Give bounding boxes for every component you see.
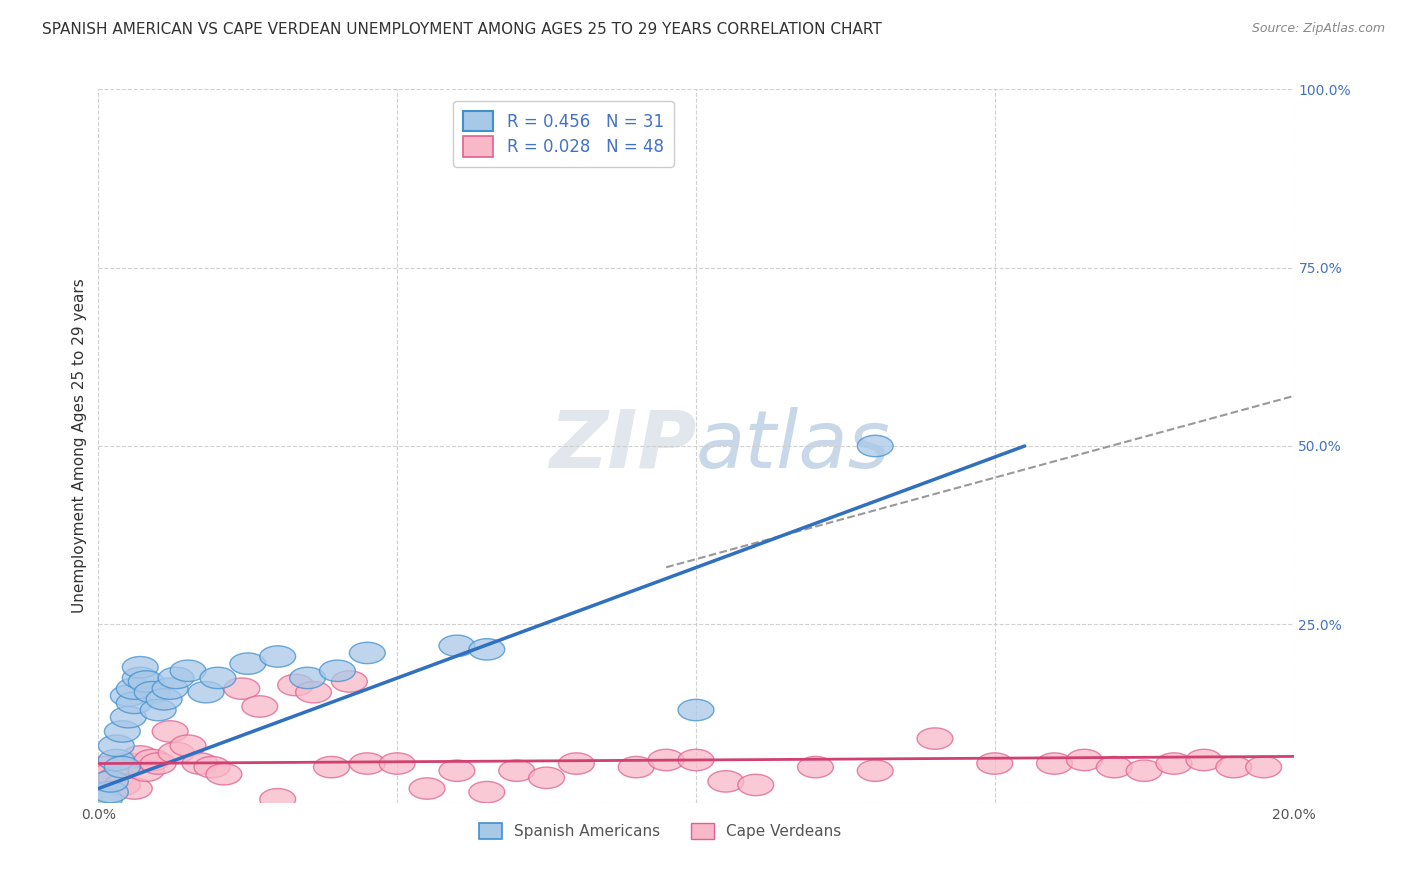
Ellipse shape <box>738 774 773 796</box>
Ellipse shape <box>159 742 194 764</box>
Ellipse shape <box>135 749 170 771</box>
Ellipse shape <box>170 660 207 681</box>
Ellipse shape <box>231 653 266 674</box>
Ellipse shape <box>98 767 135 789</box>
Ellipse shape <box>242 696 278 717</box>
Ellipse shape <box>152 678 188 699</box>
Ellipse shape <box>200 667 236 689</box>
Ellipse shape <box>135 681 170 703</box>
Ellipse shape <box>350 753 385 774</box>
Ellipse shape <box>183 753 218 774</box>
Ellipse shape <box>93 771 128 792</box>
Ellipse shape <box>117 778 152 799</box>
Ellipse shape <box>858 760 893 781</box>
Ellipse shape <box>170 735 207 756</box>
Text: ZIP: ZIP <box>548 407 696 485</box>
Ellipse shape <box>1187 749 1222 771</box>
Legend: Spanish Americans, Cape Verdeans: Spanish Americans, Cape Verdeans <box>472 817 848 845</box>
Ellipse shape <box>104 721 141 742</box>
Ellipse shape <box>1126 760 1163 781</box>
Ellipse shape <box>619 756 654 778</box>
Ellipse shape <box>260 646 295 667</box>
Text: atlas: atlas <box>696 407 891 485</box>
Y-axis label: Unemployment Among Ages 25 to 29 years: Unemployment Among Ages 25 to 29 years <box>72 278 87 614</box>
Ellipse shape <box>858 435 893 457</box>
Ellipse shape <box>709 771 744 792</box>
Ellipse shape <box>1156 753 1192 774</box>
Ellipse shape <box>122 657 159 678</box>
Ellipse shape <box>98 749 135 771</box>
Ellipse shape <box>152 721 188 742</box>
Ellipse shape <box>110 753 146 774</box>
Ellipse shape <box>104 756 141 778</box>
Ellipse shape <box>648 749 685 771</box>
Ellipse shape <box>224 678 260 699</box>
Ellipse shape <box>1216 756 1251 778</box>
Ellipse shape <box>439 760 475 781</box>
Ellipse shape <box>128 671 165 692</box>
Ellipse shape <box>470 639 505 660</box>
Ellipse shape <box>529 767 565 789</box>
Ellipse shape <box>117 692 152 714</box>
Ellipse shape <box>380 753 415 774</box>
Ellipse shape <box>146 689 183 710</box>
Ellipse shape <box>797 756 834 778</box>
Ellipse shape <box>207 764 242 785</box>
Ellipse shape <box>499 760 534 781</box>
Ellipse shape <box>110 685 146 706</box>
Ellipse shape <box>332 671 367 692</box>
Ellipse shape <box>1067 749 1102 771</box>
Ellipse shape <box>917 728 953 749</box>
Ellipse shape <box>1246 756 1282 778</box>
Ellipse shape <box>314 756 350 778</box>
Ellipse shape <box>977 753 1012 774</box>
Ellipse shape <box>104 774 141 796</box>
Ellipse shape <box>122 667 159 689</box>
Ellipse shape <box>558 753 595 774</box>
Ellipse shape <box>260 789 295 810</box>
Ellipse shape <box>87 756 122 778</box>
Ellipse shape <box>159 667 194 689</box>
Ellipse shape <box>188 681 224 703</box>
Ellipse shape <box>122 746 159 767</box>
Ellipse shape <box>295 681 332 703</box>
Text: SPANISH AMERICAN VS CAPE VERDEAN UNEMPLOYMENT AMONG AGES 25 TO 29 YEARS CORRELAT: SPANISH AMERICAN VS CAPE VERDEAN UNEMPLO… <box>42 22 882 37</box>
Ellipse shape <box>350 642 385 664</box>
Ellipse shape <box>128 760 165 781</box>
Ellipse shape <box>1097 756 1132 778</box>
Ellipse shape <box>110 706 146 728</box>
Ellipse shape <box>141 699 176 721</box>
Ellipse shape <box>93 764 128 785</box>
Ellipse shape <box>319 660 356 681</box>
Ellipse shape <box>194 756 231 778</box>
Ellipse shape <box>678 699 714 721</box>
Ellipse shape <box>93 781 128 803</box>
Ellipse shape <box>87 789 122 810</box>
Ellipse shape <box>117 678 152 699</box>
Ellipse shape <box>470 781 505 803</box>
Ellipse shape <box>290 667 326 689</box>
Ellipse shape <box>278 674 314 696</box>
Ellipse shape <box>98 735 135 756</box>
Ellipse shape <box>439 635 475 657</box>
Text: Source: ZipAtlas.com: Source: ZipAtlas.com <box>1251 22 1385 36</box>
Ellipse shape <box>678 749 714 771</box>
Ellipse shape <box>409 778 446 799</box>
Ellipse shape <box>1036 753 1073 774</box>
Ellipse shape <box>141 753 176 774</box>
